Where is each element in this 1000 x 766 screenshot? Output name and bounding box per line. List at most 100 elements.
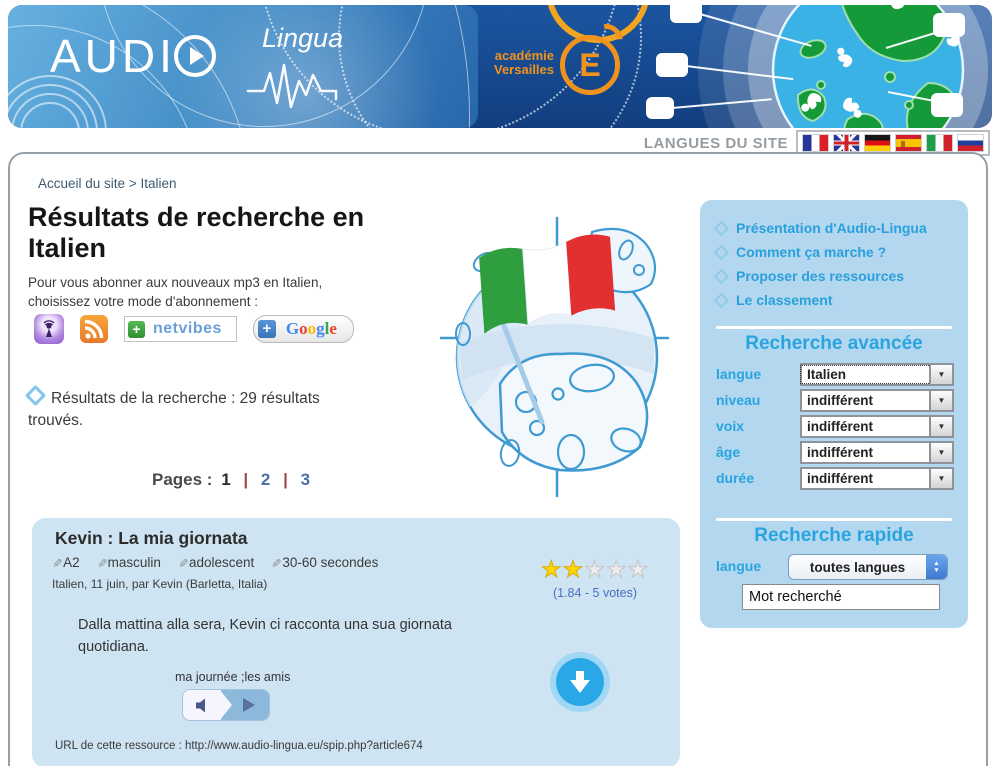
select-duree[interactable]: indifférent ▼ <box>800 467 954 490</box>
stepper-icon[interactable]: ▲ ▼ <box>926 555 947 579</box>
votes-count: (1.84 - 5 votes) <box>552 586 638 600</box>
select-voix[interactable]: indifférent ▼ <box>800 415 954 438</box>
waveform-icon <box>246 63 338 109</box>
audio-player <box>183 690 269 720</box>
tag-icon: ✎ <box>50 557 65 568</box>
tag-icon: ✎ <box>175 557 190 568</box>
divider <box>716 326 952 329</box>
dropdown-arrow-icon[interactable]: ▼ <box>929 365 952 384</box>
netvibes-label: netvibes <box>153 320 222 337</box>
tag-duration[interactable]: ✎ 30-60 secondes <box>269 555 379 570</box>
audio-lingua-logo[interactable]: AUDI Lingua <box>50 23 370 121</box>
search-word-input[interactable] <box>742 584 940 610</box>
netvibes-button[interactable]: + netvibes <box>124 316 237 342</box>
result-tags: ✎ A2 ✎ masculin ✎ adolescent ✎ 30-60 seconde… <box>50 555 379 570</box>
tag-voice[interactable]: ✎ masculin <box>94 555 161 570</box>
results-summary: Résultats de la recherche : 29 résultats… <box>24 384 368 433</box>
results-text: Résultats de la recherche : 29 résultats… <box>28 390 320 430</box>
download-arrow-icon <box>570 671 590 693</box>
flag-italy-icon[interactable] <box>926 134 953 152</box>
field-label-niveau: niveau <box>716 392 761 408</box>
moon-italian-flag-illustration <box>440 216 670 498</box>
sidebar-link-classement[interactable]: Le classement <box>713 292 833 308</box>
site-banner: AUDI Lingua académie Versailles E <box>8 5 992 128</box>
breadcrumb-current: Italien <box>140 176 177 191</box>
dropdown-arrow-icon[interactable]: ▼ <box>929 391 952 410</box>
tag-level[interactable]: ✎ A2 <box>50 555 80 570</box>
result-title-link[interactable]: Kevin : La mia giornata <box>55 528 248 548</box>
rss-icon[interactable] <box>80 315 108 343</box>
field-label-duree: durée <box>716 470 755 486</box>
sidebar-link-presentation[interactable]: Présentation d'Audio-Lingua <box>713 220 927 236</box>
sidebar-link-proposer[interactable]: Proposer des ressources <box>713 268 904 284</box>
select-langue[interactable]: Italien ▼ <box>800 363 954 386</box>
resource-url: URL de cette ressource : http://www.audi… <box>55 740 423 752</box>
diamond-bullet-icon <box>713 220 730 236</box>
dropdown-arrow-icon[interactable]: ▼ <box>929 443 952 462</box>
google-logo: Google <box>285 319 337 338</box>
speaker-icon <box>195 698 205 712</box>
diamond-bullet-icon <box>713 244 730 260</box>
main-content-box: Accueil du site > Italien Résultats de r… <box>8 152 988 766</box>
result-meta: Italien, 11 juin, par Kevin (Barletta, I… <box>52 577 268 591</box>
tag-icon: ✎ <box>94 557 109 568</box>
flag-uk-icon[interactable] <box>833 134 860 152</box>
pages-label: Pages : <box>152 470 213 489</box>
field-label-age: âge <box>716 444 741 460</box>
breadcrumb: Accueil du site > Italien <box>38 176 177 191</box>
tag-icon: ✎ <box>269 557 284 568</box>
quick-search-title: Recherche rapide <box>754 525 914 546</box>
diamond-bullet-icon <box>713 268 730 284</box>
download-button[interactable] <box>556 658 604 706</box>
flag-germany-icon[interactable] <box>864 134 891 152</box>
page-3-link[interactable]: 3 <box>300 470 311 489</box>
sidebar-link-comment-ca-marche[interactable]: Comment ça marche ? <box>713 244 886 260</box>
dropdown-arrow-icon[interactable]: ▼ <box>929 469 952 488</box>
dropdown-arrow-icon[interactable]: ▼ <box>929 417 952 436</box>
select-toutes-langues[interactable]: toutes langues ▲ ▼ <box>788 554 948 580</box>
logo-text-lingua: Lingua <box>262 23 344 53</box>
flag-spain-icon[interactable] <box>895 134 922 152</box>
star-icon[interactable]: ★ <box>605 556 628 582</box>
network-node <box>933 13 965 37</box>
plus-icon: + <box>257 320 276 338</box>
star-rating[interactable]: ★★★★★ <box>530 556 660 582</box>
flag-france-icon[interactable] <box>802 134 829 152</box>
tag-age[interactable]: ✎ adolescent <box>175 555 255 570</box>
result-description: Dalla mattina alla sera, Kevin ci raccon… <box>78 617 452 656</box>
page-title: Résultats de recherche en Italien <box>28 202 365 264</box>
languages-label: LANGUES DU SITE <box>643 134 788 152</box>
star-icon[interactable]: ★ <box>627 556 650 582</box>
pagination: Pages : 1 | 2 | 3 <box>152 470 314 490</box>
diamond-bullet-icon <box>713 292 730 308</box>
star-icon[interactable]: ★ <box>540 556 563 582</box>
page-current: 1 <box>221 470 231 489</box>
page-2-link[interactable]: 2 <box>260 470 271 489</box>
volume-button[interactable] <box>183 690 221 720</box>
select-age[interactable]: indifférent ▼ <box>800 441 954 464</box>
academie-e-icon: E <box>560 35 620 95</box>
field-label-voix: voix <box>716 418 745 434</box>
star-icon[interactable]: ★ <box>584 556 606 582</box>
flag-box <box>796 130 990 156</box>
breadcrumb-separator: > <box>128 176 137 191</box>
flag-russia-icon[interactable] <box>957 134 984 152</box>
star-icon[interactable]: ★ <box>562 556 585 582</box>
network-node <box>656 53 688 77</box>
page-separator: | <box>283 470 288 489</box>
academie-line1: académie <box>494 48 554 63</box>
diamond-bullet-icon <box>24 384 47 407</box>
play-icon <box>243 698 255 712</box>
breadcrumb-home-link[interactable]: Accueil du site <box>38 176 126 191</box>
logo-text-audio: AUDI <box>50 30 176 82</box>
google-button[interactable]: + Google <box>252 315 354 343</box>
site-languages-bar: LANGUES DU SITE <box>644 130 990 156</box>
academie-versailles-logo: académie Versailles E <box>494 35 620 95</box>
select-niveau[interactable]: indifférent ▼ <box>800 389 954 412</box>
field-label-langue: langue <box>716 366 762 382</box>
podcast-icon[interactable] <box>34 314 64 344</box>
divider <box>716 518 952 521</box>
result-keywords: ma journée ;les amis <box>175 670 291 684</box>
subscribe-text: Pour vous abonner aux nouveaux mp3 en It… <box>28 275 323 309</box>
